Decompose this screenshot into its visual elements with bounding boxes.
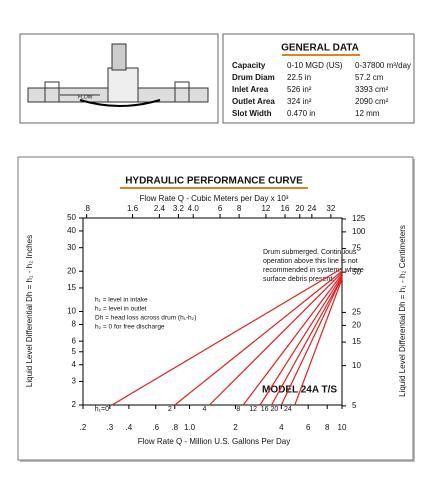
data-value: 22.5 in [287,73,311,82]
y-tick-label: 5 [72,347,77,356]
series-label: 4 [203,406,207,413]
y2-tick-label: 10 [352,361,361,370]
y-tick-label: 50 [67,213,76,222]
data-value: 57.2 cm [355,73,384,82]
x2-tick-label: 4.0 [188,204,200,213]
y-tick-label: 4 [72,360,77,369]
data-value: 2090 cm² [355,97,389,106]
x-tick-label: .2 [80,423,87,432]
data-key: Slot Width [232,109,272,118]
data-key: Capacity [232,61,266,70]
diagram [27,43,209,107]
y2-tick-label: 125 [352,214,366,223]
series-label: 20 [271,406,279,413]
y-tick-label: 10 [67,307,76,316]
x2-tick-label: 1.6 [127,204,139,213]
data-box [222,33,415,124]
y-tick-label: 2 [72,400,77,409]
series-label: h₁=0 [95,406,109,413]
series-label: 24 [284,406,292,413]
x2-tick-label: 12 [261,204,270,213]
data-value: 3393 cm² [355,85,389,94]
data-value: 324 in² [287,97,312,106]
y-tick-label: 6 [72,336,77,345]
y2-tick-label: 20 [352,320,361,329]
x-tick-label: 8 [325,423,330,432]
series-label: 12 [249,406,257,413]
y2-tick-label: 75 [352,244,361,253]
model-label: MODEL 24A T/S [262,385,337,396]
series-label: 2 [168,406,172,413]
y-axis-title: Liquid Level Differential Dh = h₁ - h₂ I… [25,235,34,387]
x2-tick-label: 8 [237,204,242,213]
x-axis-title: Flow Rate Q - Million U.S. Gallons Per D… [138,437,291,446]
x2-axis-title: Flow Rate Q - Cubic Meters per Day x 10³ [140,194,289,203]
annotation: recommended in systems where [263,267,364,274]
y-tick-label: 3 [72,377,77,386]
x-tick-label: 2 [233,423,238,432]
data-value: 12 mm [355,109,380,118]
data-value: 0.470 in [287,109,315,118]
annotation: operation above this line is not [263,258,358,265]
y-tick-label: 30 [67,243,76,252]
x-tick-label: 4 [279,423,284,432]
x2-tick-label: 3.2 [173,204,185,213]
data-key: Outlet Area [232,97,275,106]
x-tick-label: .8 [171,423,178,432]
x2-tick-label: .8 [83,204,90,213]
x-tick-label: 10 [338,423,347,432]
x-tick-label: .3 [107,423,114,432]
data-value: 0-10 MGD (US) [287,61,343,70]
data-key: Drum Diam [232,73,275,82]
y-tick-label: 20 [67,266,76,275]
annotation: Drum submerged. Continuous [263,249,357,256]
x-tick-label: .6 [152,423,159,432]
data-key: Inlet Area [232,85,269,94]
note: h₂ = level in outlet [95,306,147,313]
series-label: 8 [236,406,240,413]
note: Dh = head loss across drum (h₁-h₂) [95,315,196,322]
curve [259,275,343,406]
x2-tick-label: 20 [295,204,304,213]
curve [294,278,343,406]
curve [271,277,343,406]
chart-box [17,156,414,461]
annotation: surface debris present. [263,276,334,283]
y2-tick-label: 50 [352,267,361,276]
y2-tick-label: 15 [352,337,361,346]
x2-tick-label: 2.4 [154,204,166,213]
data-title: GENERAL DATA [281,43,359,54]
y2-axis-title: Liquid Level Differential Dh = h₁ - h₂ C… [398,225,407,397]
x-tick-label: 6 [306,423,311,432]
y-tick-label: 40 [67,226,76,235]
diagram-label: FLOW [78,94,93,100]
x2-tick-label: 32 [326,204,335,213]
curve [242,273,343,406]
note: h₂ = 0 for free discharge [95,324,165,331]
y2-tick-label: 25 [352,308,361,317]
curve [111,267,343,406]
y2-tick-label: 5 [352,401,357,410]
x2-tick-label: 24 [307,204,316,213]
x2-tick-label: 6 [218,204,223,213]
data-value: 0-37800 m³/day [355,61,411,70]
x-tick-label: 1.0 [184,423,196,432]
chart-title: HYDRAULIC PERFORMANCE CURVE [125,176,303,187]
y-tick-label: 15 [67,283,76,292]
y2-tick-label: 100 [352,227,366,236]
curve [174,270,343,406]
y-tick-label: 8 [72,320,77,329]
x2-tick-label: 16 [281,204,290,213]
curve [208,272,343,406]
data-value: 526 in² [287,85,312,94]
note: h₁ = level in intake [95,297,148,304]
curve [280,277,343,406]
x-tick-label: .4 [126,423,133,432]
series-label: 16 [261,406,269,413]
